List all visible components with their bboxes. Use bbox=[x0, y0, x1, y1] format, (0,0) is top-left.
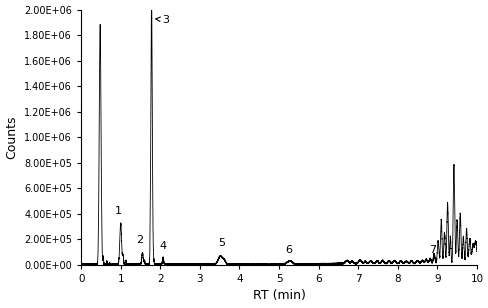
Y-axis label: Counts: Counts bbox=[5, 116, 19, 159]
Text: 5: 5 bbox=[218, 238, 224, 248]
Text: 4: 4 bbox=[159, 241, 166, 251]
X-axis label: RT (min): RT (min) bbox=[252, 290, 305, 302]
Text: 2: 2 bbox=[136, 235, 143, 245]
Text: 3: 3 bbox=[156, 15, 169, 25]
Text: 6: 6 bbox=[285, 245, 292, 255]
Text: 1: 1 bbox=[115, 206, 122, 216]
Text: 7: 7 bbox=[428, 245, 435, 255]
